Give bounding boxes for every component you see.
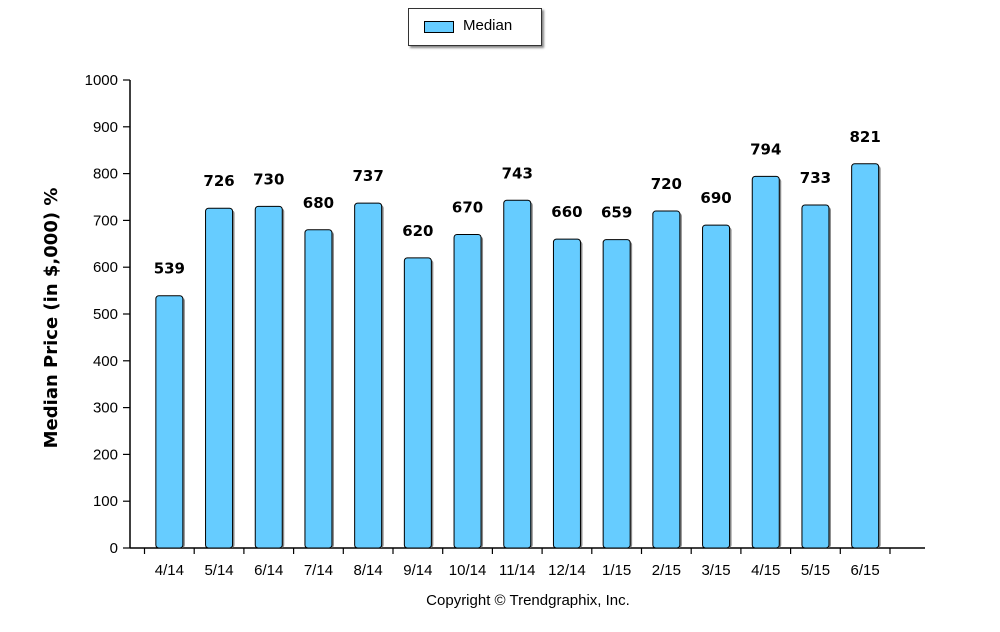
x-tick-label: 6/15 bbox=[851, 562, 880, 579]
x-tick-label: 2/15 bbox=[652, 562, 681, 579]
bars bbox=[155, 163, 881, 549]
bar bbox=[652, 210, 681, 549]
y-tick-label: 400 bbox=[93, 353, 118, 370]
y-axis-title: Median Price (in $,000) % bbox=[41, 188, 62, 449]
x-tick-label: 4/15 bbox=[751, 562, 780, 579]
x-tick-label: 10/14 bbox=[449, 562, 487, 579]
bar bbox=[851, 163, 880, 549]
x-tick-label: 7/14 bbox=[304, 562, 333, 579]
bar bbox=[205, 207, 234, 549]
bar bbox=[602, 239, 631, 549]
bar bbox=[304, 229, 333, 549]
x-tick-label: 9/14 bbox=[403, 562, 432, 579]
x-tick-label: 4/14 bbox=[155, 562, 184, 579]
data-label: 670 bbox=[452, 198, 483, 216]
x-tick-label: 6/14 bbox=[254, 562, 283, 579]
x-tick-label: 8/14 bbox=[354, 562, 383, 579]
bar bbox=[155, 295, 184, 549]
copyright-text: Copyright © Trendgraphix, Inc. bbox=[426, 592, 630, 609]
data-label: 733 bbox=[800, 169, 831, 187]
y-tick-label: 900 bbox=[93, 119, 118, 136]
bar bbox=[453, 233, 482, 549]
x-tick-label: 5/15 bbox=[801, 562, 830, 579]
legend-swatch bbox=[424, 21, 454, 33]
data-label: 726 bbox=[203, 172, 234, 190]
x-tick-label: 3/15 bbox=[701, 562, 730, 579]
data-label: 620 bbox=[402, 222, 433, 240]
data-label: 690 bbox=[700, 189, 731, 207]
x-tick-label: 11/14 bbox=[499, 562, 535, 579]
bar bbox=[751, 175, 780, 549]
data-label: 539 bbox=[154, 260, 185, 278]
data-label: 743 bbox=[502, 164, 533, 182]
y-tick-label: 300 bbox=[93, 400, 118, 417]
axes: 0 100 200 300 400 500 600 700 800 900 1000 bbox=[85, 72, 925, 557]
data-label: 737 bbox=[352, 167, 383, 185]
y-tick-label: 200 bbox=[93, 446, 118, 463]
data-label: 720 bbox=[651, 175, 682, 193]
y-tick-label: 600 bbox=[93, 259, 118, 276]
bar bbox=[254, 205, 283, 549]
x-tick-label: 12/14 bbox=[548, 562, 586, 579]
y-tick-label: 100 bbox=[93, 493, 118, 510]
y-tick-label: 0 bbox=[110, 540, 118, 557]
bar bbox=[702, 224, 731, 549]
data-label: 794 bbox=[750, 140, 781, 158]
labels: 539 4/14 726 5/14 730 6/14 680 7/14 737 8/14 620 9/… bbox=[154, 128, 881, 579]
y-tick-label: 500 bbox=[93, 306, 118, 323]
data-label: 730 bbox=[253, 170, 284, 188]
bar bbox=[403, 257, 432, 549]
y-tick-label: 800 bbox=[93, 166, 118, 183]
data-label: 821 bbox=[849, 128, 880, 146]
bar bbox=[552, 238, 581, 549]
data-label: 680 bbox=[303, 194, 334, 212]
bar bbox=[354, 202, 383, 549]
bar bbox=[503, 199, 532, 549]
x-tick-label: 1/15 bbox=[602, 562, 631, 579]
bar bbox=[801, 204, 830, 549]
y-tick-label: 1000 bbox=[85, 72, 118, 89]
x-tick-label: 5/14 bbox=[204, 562, 233, 579]
legend-label: Median bbox=[463, 17, 513, 34]
data-label: 660 bbox=[551, 203, 582, 221]
y-tick-label: 700 bbox=[93, 212, 118, 229]
data-label: 659 bbox=[601, 204, 632, 222]
legend: Median bbox=[408, 8, 542, 46]
